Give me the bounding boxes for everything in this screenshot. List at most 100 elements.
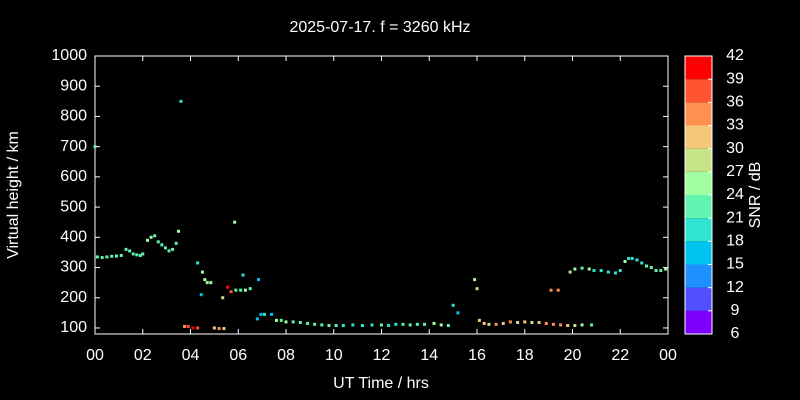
data-point [618, 269, 622, 273]
colorbar-tick-label: 9 [731, 302, 740, 319]
data-point [221, 296, 225, 300]
data-point [179, 99, 183, 103]
data-point [370, 323, 374, 327]
data-point [415, 322, 419, 326]
y-tick-label: 1000 [51, 47, 87, 64]
colorbar-tick-label: 15 [726, 256, 744, 273]
data-point [163, 246, 167, 250]
data-point [446, 324, 450, 328]
data-point [119, 253, 123, 257]
data-point [544, 321, 548, 325]
x-tick-label: 00 [86, 347, 104, 364]
x-tick-label: 22 [611, 347, 629, 364]
data-point [186, 324, 190, 328]
data-point [334, 324, 338, 328]
data-point [153, 234, 157, 238]
y-tick-label: 400 [60, 229, 87, 246]
data-point [160, 243, 164, 247]
data-point [233, 220, 237, 224]
x-tick-label: 06 [229, 347, 247, 364]
data-point [105, 255, 109, 259]
y-tick-label: 300 [60, 259, 87, 276]
x-tick-label: 00 [659, 347, 677, 364]
data-point [630, 256, 634, 260]
data-point [239, 288, 243, 292]
x-tick-label: 10 [325, 347, 343, 364]
data-point [203, 278, 207, 282]
data-point [291, 320, 295, 324]
data-point [200, 270, 204, 274]
data-point [640, 261, 644, 265]
x-tick-label: 02 [134, 347, 152, 364]
data-point [482, 321, 486, 325]
data-point [387, 324, 391, 328]
data-point [149, 235, 153, 239]
data-point [566, 324, 570, 328]
data-point [177, 229, 181, 233]
data-point [341, 324, 345, 328]
data-point [248, 287, 252, 291]
data-point [243, 288, 247, 292]
data-point [556, 288, 560, 292]
data-point [580, 323, 584, 327]
data-point [135, 253, 139, 257]
x-tick-label: 12 [373, 347, 391, 364]
data-point [501, 321, 505, 325]
x-axis-label: UT Time / hrs [333, 375, 429, 392]
data-point [95, 255, 99, 259]
data-point [263, 312, 267, 316]
data-point [205, 281, 209, 285]
colorbar-band [685, 310, 712, 334]
colorbar-tick-label: 42 [726, 47, 744, 64]
data-point [659, 269, 663, 273]
data-point [114, 254, 118, 258]
data-point [124, 247, 128, 251]
data-point [100, 256, 104, 260]
colorbar-band [685, 79, 712, 103]
y-tick-label: 900 [60, 77, 87, 94]
data-point [274, 318, 278, 322]
data-point [259, 312, 263, 316]
data-point [167, 249, 171, 253]
colorbar-band [685, 125, 712, 149]
x-tick-label: 14 [420, 347, 438, 364]
colorbar-band [685, 195, 712, 219]
data-point [516, 321, 520, 325]
data-point [229, 290, 233, 294]
colorbar-band [685, 171, 712, 195]
colorbar-band [685, 148, 712, 172]
data-point [191, 326, 195, 330]
y-tick-label: 100 [60, 319, 87, 336]
x-tick-label: 20 [564, 347, 582, 364]
data-point [196, 261, 200, 265]
y-tick-label: 200 [60, 289, 87, 306]
data-point [530, 321, 534, 325]
data-point [320, 323, 324, 327]
data-point [401, 322, 405, 326]
colorbar-band [685, 264, 712, 288]
chart-title: 2025-07-17. f = 3260 kHz [289, 19, 470, 36]
data-point [131, 252, 135, 256]
data-point [654, 269, 658, 273]
colorbar-tick-label: 30 [726, 140, 744, 157]
colorbar-tick-label: 12 [726, 279, 744, 296]
data-point [394, 322, 398, 326]
y-tick-label: 500 [60, 198, 87, 215]
data-point [279, 318, 283, 322]
data-point [477, 318, 481, 322]
data-point [587, 267, 591, 271]
data-point [93, 145, 97, 149]
y-tick-label: 600 [60, 168, 87, 185]
colorbar-band [685, 287, 712, 311]
data-point [298, 321, 302, 325]
data-point [573, 267, 577, 271]
x-tick-label: 04 [182, 347, 200, 364]
data-point [559, 323, 563, 327]
data-point [623, 259, 627, 263]
colorbar-tick-label: 21 [726, 209, 744, 226]
data-point [270, 312, 274, 316]
data-point [408, 323, 412, 327]
data-point [222, 327, 226, 331]
data-point [508, 320, 512, 324]
